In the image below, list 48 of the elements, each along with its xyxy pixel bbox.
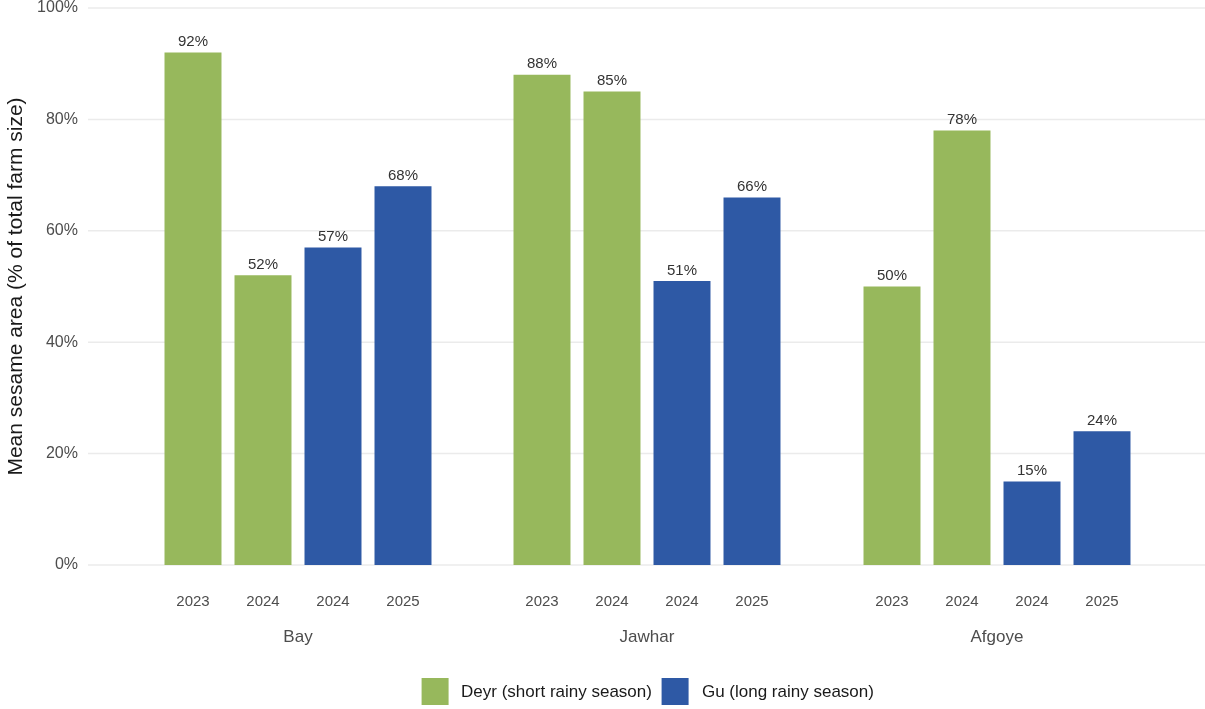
bar: [1073, 431, 1131, 565]
y-tick-label: 0%: [54, 555, 78, 573]
bar: [234, 275, 292, 565]
x-axis-title: Bay: [283, 627, 314, 647]
bar: [513, 74, 571, 565]
data-label: 85%: [596, 71, 628, 89]
x-tick-label: 2024: [1015, 592, 1049, 610]
x-tick-label: 2023: [176, 592, 210, 610]
bar: [863, 286, 921, 565]
bar: [723, 197, 781, 565]
x-tick-label: 2024: [595, 592, 629, 610]
bar: [1003, 481, 1061, 565]
data-label: 66%: [736, 177, 768, 195]
data-label: 88%: [526, 54, 558, 72]
data-label: 68%: [387, 165, 419, 183]
data-label: 52%: [247, 255, 279, 272]
bar: [164, 52, 222, 565]
bar: [583, 91, 641, 565]
x-tick-label: 2025: [386, 592, 420, 610]
data-label: 51%: [666, 260, 698, 278]
x-tick-label: 2024: [316, 592, 350, 610]
data-label: 15%: [1016, 461, 1048, 479]
bar: [653, 280, 711, 565]
x-axis-title: Jawhar: [619, 627, 675, 647]
bar: [374, 186, 432, 565]
legend-label: Gu (long rainy season): [701, 681, 874, 702]
x-tick-label: 2024: [246, 592, 280, 610]
y-tick-label: 60%: [45, 221, 78, 239]
y-tick-label: 80%: [45, 109, 78, 127]
x-tick-label: 2025: [1085, 592, 1119, 610]
x-tick-label: 2023: [875, 592, 909, 610]
bar: [304, 247, 362, 565]
y-tick-label: 100%: [37, 0, 78, 16]
y-tick-label: 20%: [45, 444, 78, 462]
y-axis-title: Mean sesame area (% of total farm size): [3, 97, 27, 476]
x-tick-label: 2024: [665, 592, 699, 610]
bar: [933, 130, 991, 565]
data-label: 50%: [876, 266, 908, 284]
x-tick-label: 2025: [735, 592, 769, 610]
data-label: 24%: [1086, 410, 1118, 428]
x-axis-title: Afgoye: [970, 627, 1024, 647]
data-label: 78%: [946, 110, 978, 128]
data-label: 92%: [177, 32, 209, 50]
x-tick-label: 2024: [945, 592, 979, 610]
y-tick-label: 40%: [45, 332, 78, 350]
x-tick-label: 2023: [525, 592, 559, 610]
legend-label: Deyr (short rainy season): [461, 681, 652, 702]
data-label: 57%: [317, 227, 349, 245]
